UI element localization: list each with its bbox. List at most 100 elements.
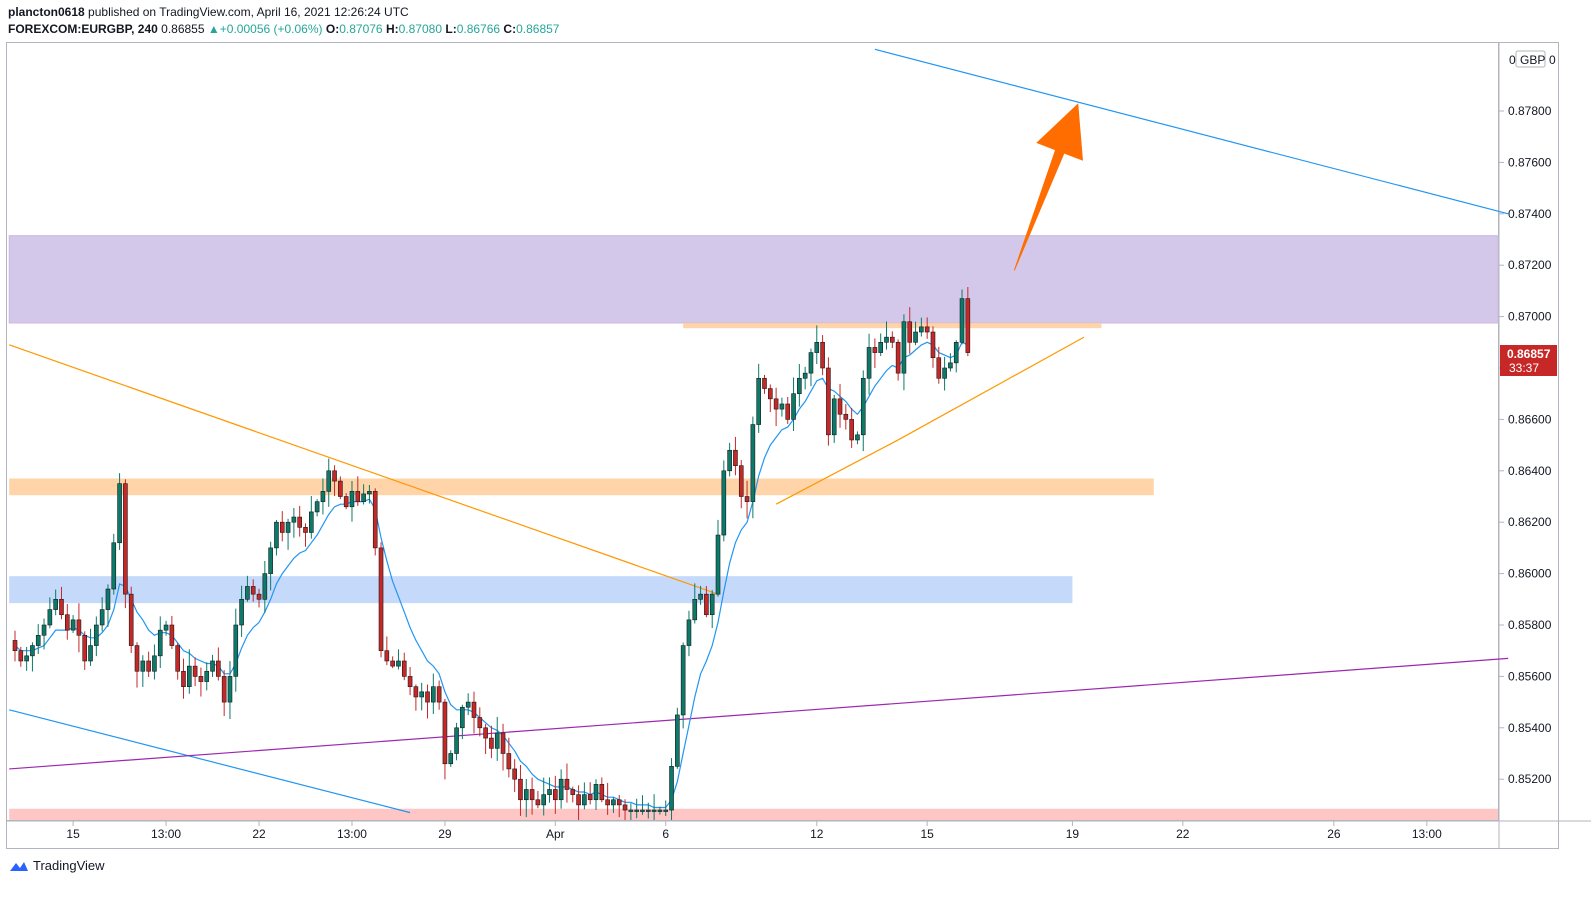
bullish-candle (901, 321, 907, 374)
resistance-zone (8, 235, 1499, 324)
bullish-candle (494, 732, 500, 749)
bullish-candle (320, 491, 326, 502)
x-tick-label: 19 (1066, 827, 1080, 841)
tradingview-logo[interactable]: TradingView (7, 858, 105, 873)
bearish-candle (355, 491, 361, 502)
bearish-candle (12, 640, 18, 651)
bar-countdown: 33:37 (1509, 361, 1539, 375)
bearish-candle (442, 701, 448, 765)
bearish-candle (221, 676, 227, 703)
x-tick-label: 12 (810, 827, 824, 841)
bullish-candle (268, 547, 273, 574)
bullish-candle (884, 336, 889, 343)
bearish-candle (529, 789, 535, 801)
bearish-candle (553, 789, 558, 801)
bullish-candle (640, 809, 645, 812)
bearish-candle (773, 398, 779, 410)
bullish-candle (651, 809, 657, 812)
price-axis-top-label: 0 (1509, 53, 1516, 67)
bullish-candle (547, 789, 552, 795)
bullish-candle (727, 449, 732, 472)
bullish-candle (797, 377, 802, 394)
bearish-candle (570, 789, 576, 795)
current-price-label: 0.86857 (1507, 347, 1551, 361)
bearish-candle (169, 624, 175, 646)
bullish-candle (105, 588, 111, 610)
bullish-candle (663, 809, 669, 812)
bearish-candle (401, 660, 407, 677)
bearish-candle (704, 593, 709, 616)
bullish-candle (657, 809, 663, 812)
bullish-candle (204, 670, 210, 682)
high-label: H: (385, 22, 399, 36)
bullish-candle (692, 598, 698, 621)
currency-badge[interactable]: 0 GBP 0 (1509, 50, 1556, 68)
bearish-candle (895, 341, 901, 374)
publish-info: plancton0618 published on TradingView.co… (8, 5, 409, 19)
ascending-trendline-1 (775, 439, 899, 505)
bullish-candle (634, 809, 639, 812)
bearish-candle (837, 398, 843, 415)
zones-layer (8, 235, 1499, 820)
bullish-candle (721, 470, 727, 536)
x-tick-label: 15 (920, 827, 934, 841)
bullish-candle (680, 645, 686, 716)
bearish-candle (826, 367, 831, 436)
open-label: O: (325, 22, 340, 36)
currency-badge-box (1515, 50, 1546, 68)
bearish-candle (506, 753, 512, 770)
bullish-candle (715, 534, 721, 595)
bearish-candle (18, 650, 24, 662)
publish-date: published on TradingView.com, April 16, … (88, 5, 409, 19)
bearish-candle (134, 645, 140, 672)
ohlc-legend: FOREXCOM:EURGBP, 240 0.86855 ▲+0.00056 (… (8, 22, 559, 36)
bullish-candle (448, 753, 454, 765)
high-value: 0.87080 (398, 22, 443, 36)
bearish-candle (128, 593, 134, 646)
low-value: 0.86766 (456, 22, 501, 36)
bullish-candle (419, 691, 425, 698)
open-value: 0.87076 (339, 22, 383, 36)
y-tick-label: 0.86400 (1508, 464, 1552, 478)
bullish-candle (187, 665, 192, 687)
bearish-candle (616, 799, 622, 806)
bearish-candle (175, 645, 180, 672)
bullish-candle (24, 655, 29, 662)
bearish-candle (518, 778, 523, 801)
projection-arrow (1013, 103, 1083, 271)
bullish-candle (942, 367, 947, 379)
price-axis[interactable]: 0.85200 0.85400 0.85600 0.85800 0.86000 0.862… (1499, 104, 1552, 786)
projection-arrow-layer (1013, 103, 1083, 271)
bearish-candle (413, 686, 419, 698)
bullish-candle (94, 624, 99, 646)
y-tick-label: 0.86200 (1508, 515, 1552, 529)
bullish-candle (686, 619, 692, 646)
bearish-candle (250, 586, 256, 595)
current-price-tag: 0.86857 33:37 (1500, 345, 1557, 376)
bearish-candle (407, 676, 413, 687)
bullish-candle (47, 609, 53, 626)
bearish-candle (489, 737, 494, 749)
bearish-candle (535, 799, 541, 806)
bearish-candle (390, 660, 395, 667)
bullish-candle (41, 624, 47, 636)
rising-purple-line (9, 657, 1509, 770)
bullish-candle (326, 470, 332, 492)
symbol-label[interactable]: FOREXCOM:EURGBP, 240 (8, 22, 158, 36)
bearish-candle (146, 660, 151, 672)
bullish-candle (465, 701, 471, 708)
bullish-candle (645, 809, 651, 812)
currency-label: GBP (1520, 53, 1545, 67)
bearish-candle (936, 357, 942, 379)
bullish-candle (245, 586, 250, 600)
y-tick-label: 0.85400 (1508, 721, 1552, 735)
bearish-candle (332, 470, 337, 482)
change-up-icon: ▲ (207, 22, 220, 36)
y-tick-label: 0.85600 (1508, 669, 1552, 683)
bullish-candle (53, 598, 58, 610)
author-name[interactable]: plancton0618 (8, 5, 85, 19)
time-axis[interactable]: 15 13:00 22 13:00 29 Apr 6 12 15 19 22 26 13:00 (66, 821, 1442, 841)
bearish-candle (576, 794, 581, 806)
bullish-candle (878, 341, 883, 353)
